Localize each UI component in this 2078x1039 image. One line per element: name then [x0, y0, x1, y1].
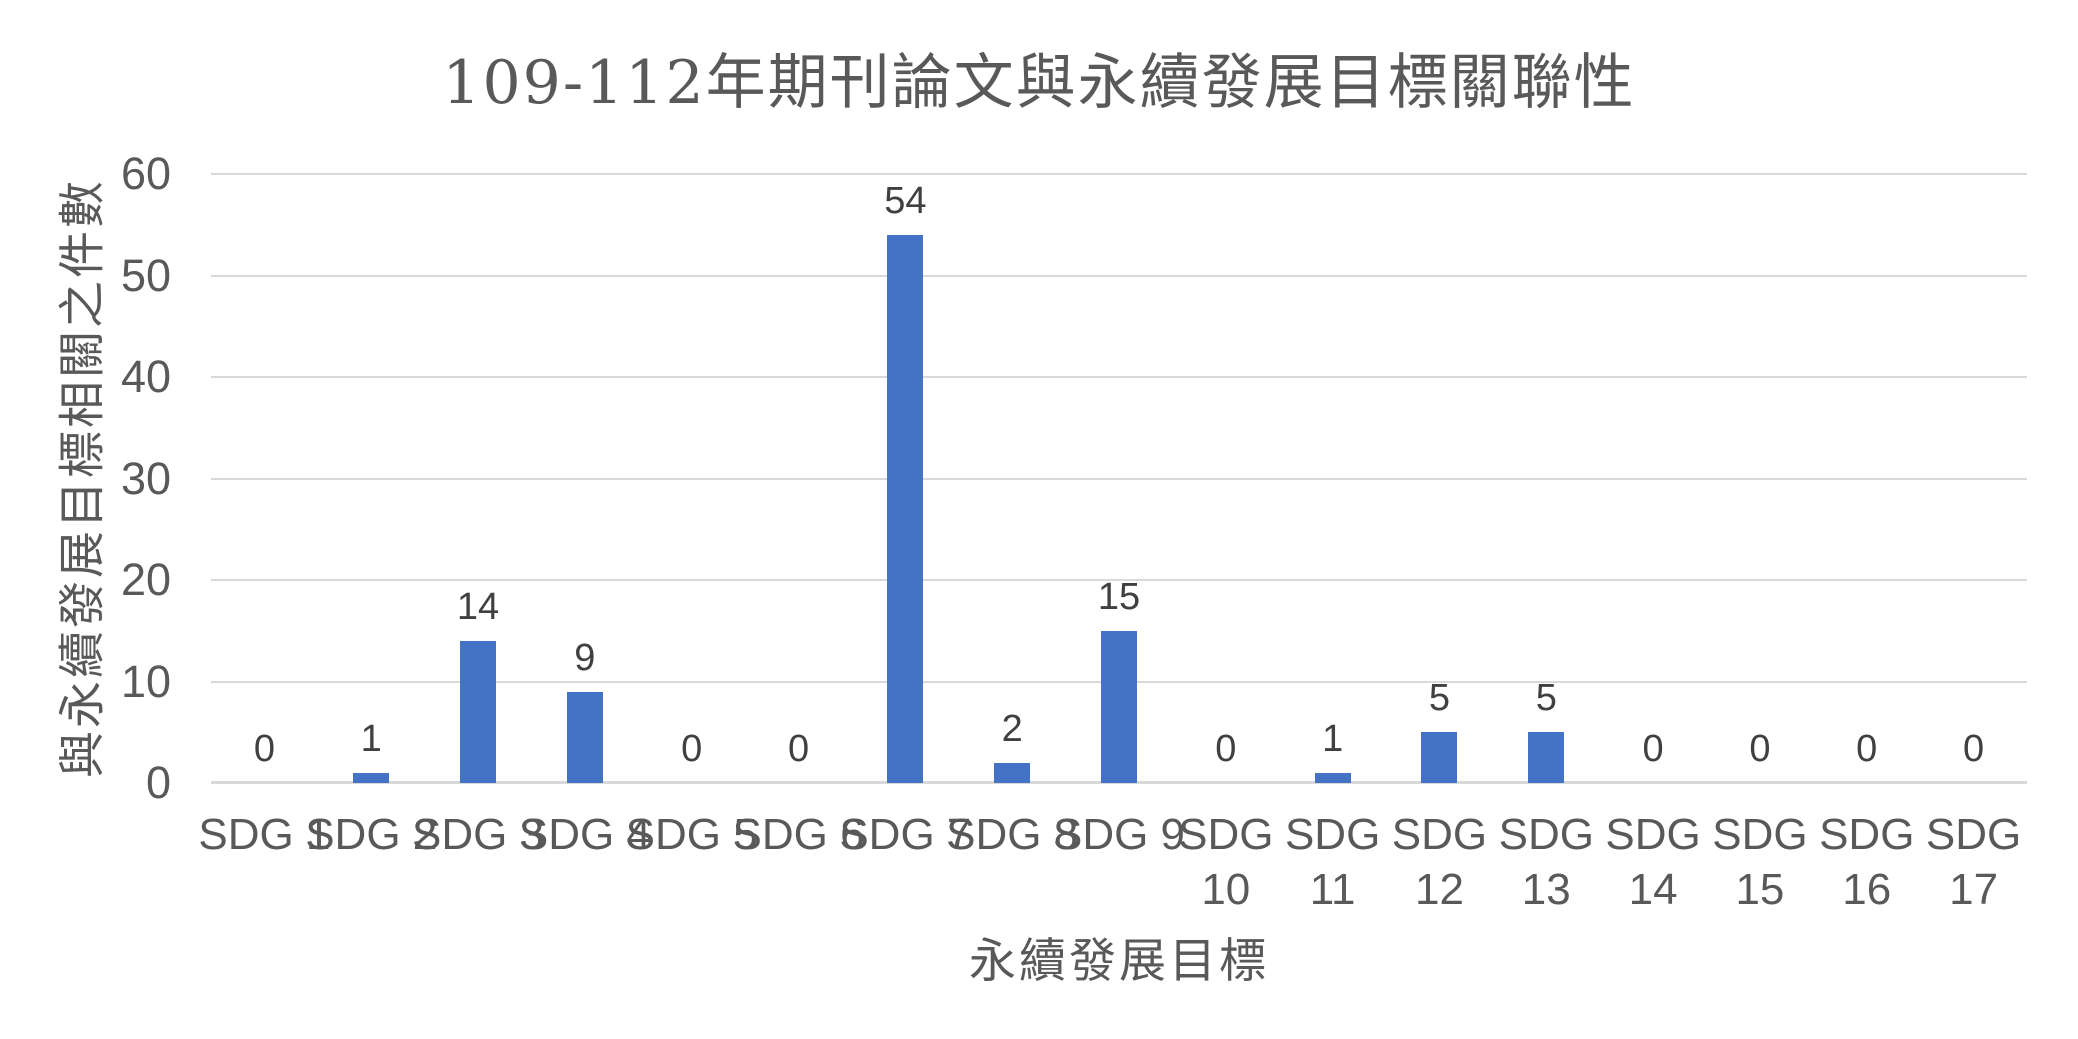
bar-value-label: 9 — [574, 636, 596, 679]
bar-value-label: 14 — [456, 585, 500, 628]
bar — [994, 762, 1031, 783]
bar-value-label: 2 — [1001, 707, 1023, 750]
y-tick-label: 40 — [120, 351, 171, 402]
x-tick-label: SDG 15 — [1712, 810, 1808, 914]
y-tick-label: 10 — [120, 655, 171, 707]
x-tick-label: SDG 12 — [1391, 810, 1488, 914]
bar-value-label: 0 — [253, 728, 275, 770]
bar — [1528, 732, 1565, 783]
x-tick-label: SDG 10 — [1178, 810, 1274, 914]
bar — [1421, 732, 1458, 783]
gridline — [211, 274, 2027, 277]
x-tick-label: SDG 2 — [305, 810, 438, 859]
gridline — [211, 579, 2027, 581]
bar-value-label: 54 — [884, 179, 927, 222]
x-tick-label: SDG 13 — [1498, 810, 1594, 914]
x-tick-label: SDG 9 — [1052, 810, 1186, 859]
bar-value-label: 1 — [1322, 717, 1344, 760]
bar-value-label: 0 — [1749, 728, 1771, 770]
bar-value-label: 0 — [787, 728, 810, 770]
x-tick-label: SDG 6 — [732, 810, 865, 859]
y-tick-label: 30 — [120, 452, 171, 504]
x-tick-label: SDG 1 — [198, 810, 331, 859]
x-tick-label: SDG 4 — [518, 810, 651, 859]
y-tick-label: 0 — [145, 757, 171, 808]
y-axis-title: 與永續發展目標相關之件數 — [55, 178, 111, 778]
bar-value-label: 5 — [1535, 677, 1557, 720]
x-axis-title: 永續發展目標 — [969, 934, 1269, 989]
bar-value-label: 0 — [1856, 728, 1878, 770]
bar-value-label: 0 — [681, 728, 703, 770]
x-tick-label: SDG 16 — [1819, 810, 1915, 914]
bar — [460, 640, 497, 783]
x-tick-label: SDG 8 — [946, 810, 1079, 859]
bar — [887, 234, 924, 783]
chart-title: 109-112年期刊論文與永續發展目標關聯性 — [442, 48, 1636, 118]
x-tick-label: SDG 7 — [839, 810, 972, 859]
bar-value-label: 1 — [360, 717, 382, 760]
x-tick-label: SDG 11 — [1284, 810, 1381, 914]
bar — [1314, 772, 1351, 783]
gridline — [211, 477, 2027, 480]
bar — [1101, 630, 1137, 783]
bar — [353, 772, 390, 783]
bar-value-label: 0 — [1215, 728, 1237, 770]
y-tick-label: 60 — [120, 148, 171, 199]
gridline — [211, 173, 2027, 175]
x-tick-label: SDG 3 — [412, 810, 545, 859]
bar-value-label: 5 — [1428, 677, 1451, 720]
bar-value-label: 0 — [1963, 728, 1985, 770]
bar — [566, 691, 603, 783]
bar-value-label: 0 — [1642, 728, 1664, 770]
x-tick-label: SDG 14 — [1605, 810, 1701, 914]
x-tick-label: SDG 17 — [1925, 810, 2022, 914]
gridline — [211, 376, 2027, 378]
y-tick-label: 20 — [120, 554, 171, 605]
x-tick-label: SDG 5 — [625, 810, 758, 859]
bar-value-label: 15 — [1097, 575, 1141, 618]
y-tick-label: 50 — [120, 249, 171, 301]
